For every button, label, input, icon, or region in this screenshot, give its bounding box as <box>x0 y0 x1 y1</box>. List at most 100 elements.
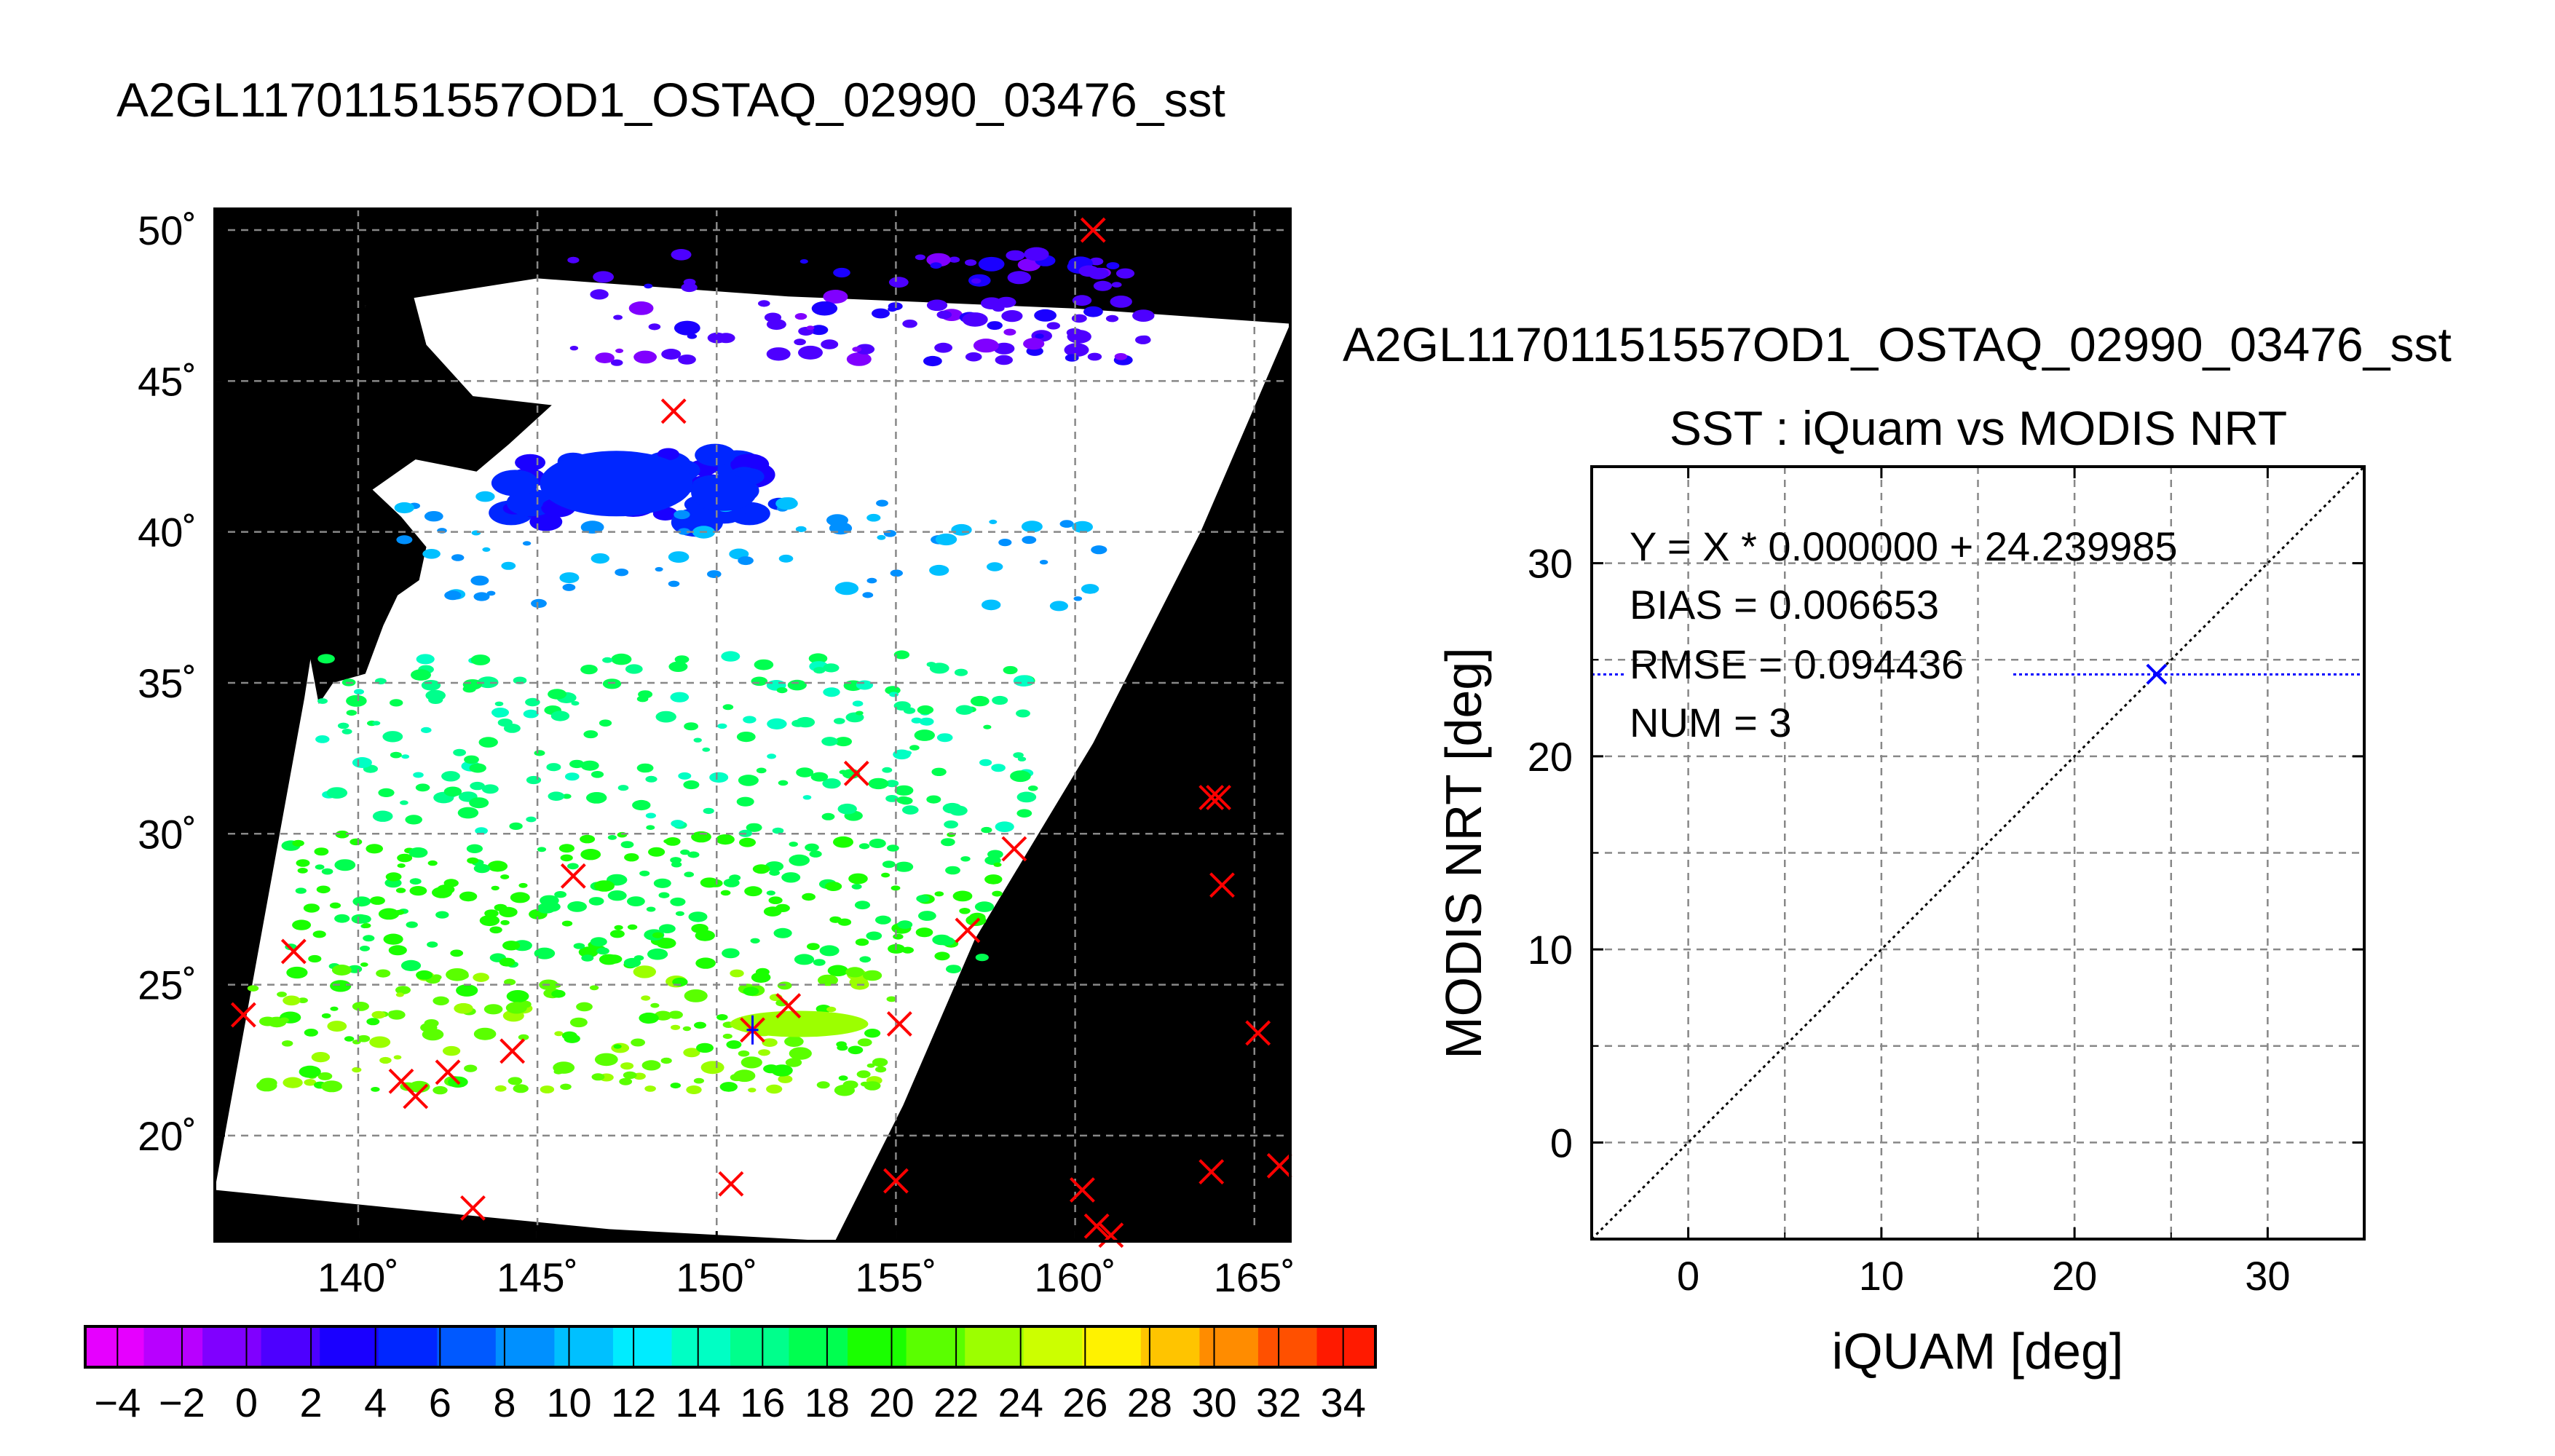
sst-patch <box>625 664 643 674</box>
sst-patch <box>1046 322 1061 330</box>
sst-patch <box>659 924 676 933</box>
sst-patch <box>494 903 508 911</box>
sst-patch <box>821 812 835 820</box>
sst-patch <box>846 352 872 366</box>
sst-patch <box>719 1082 738 1092</box>
buoy-marker <box>499 1038 526 1064</box>
colorbar-tick-label: 30 <box>1191 1380 1236 1425</box>
map-xtick-label: 155˚ <box>855 1254 936 1300</box>
colorbar-tick-label: 22 <box>933 1380 979 1425</box>
sst-patch <box>730 969 744 978</box>
sst-patch <box>321 1080 343 1093</box>
sst-patch <box>378 788 395 797</box>
sst-patch <box>968 912 986 922</box>
sst-patch <box>436 885 455 895</box>
sst-patch <box>834 582 859 596</box>
sst-patch <box>993 862 1002 867</box>
sst-patch <box>466 844 483 854</box>
colorbar-cell <box>1140 1326 1200 1367</box>
sst-patch <box>580 760 599 771</box>
sst-patch <box>394 502 414 514</box>
sst-patch <box>408 847 428 858</box>
sst-patch <box>510 892 530 903</box>
sst-patch <box>639 870 650 877</box>
sst-patch <box>888 306 897 312</box>
sst-patch <box>565 772 580 781</box>
sst-patch <box>811 301 838 316</box>
sst-patch <box>591 553 609 564</box>
sst-patch <box>726 1040 742 1049</box>
sst-patch <box>791 719 805 727</box>
sst-patch <box>401 754 410 759</box>
sst-patch <box>424 511 443 522</box>
sst-patch <box>633 965 656 978</box>
sst-patch <box>934 342 952 353</box>
sst-patch <box>537 903 556 914</box>
sst-patch <box>856 680 874 690</box>
sst-patch <box>660 1057 672 1064</box>
sst-patch <box>259 1016 277 1026</box>
sst-patch <box>789 1047 812 1060</box>
map-ytick-label: 35˚ <box>138 660 197 706</box>
sst-patch <box>576 1002 593 1012</box>
sst-patch <box>675 911 684 917</box>
sst-patch <box>561 920 573 927</box>
sst-patch <box>470 575 489 586</box>
sst-patch <box>866 1063 875 1068</box>
sst-patch <box>741 1056 762 1069</box>
sst-patch <box>671 820 684 828</box>
sst-patch <box>639 1012 659 1024</box>
sst-patch <box>952 890 973 902</box>
sst-patch <box>901 946 914 954</box>
sst-patch <box>295 887 307 894</box>
sst-patch <box>317 654 335 664</box>
sst-patch <box>911 717 923 724</box>
map-title: A2GL11701151557OD1_OSTAQ_02990_03476_sst <box>117 73 1225 127</box>
sst-patch <box>887 844 899 852</box>
map-xtick-label: 145˚ <box>497 1254 578 1300</box>
sst-patch <box>939 936 955 946</box>
sst-patch <box>866 931 882 941</box>
sst-patch <box>882 767 893 773</box>
map-xtick-label: 165˚ <box>1214 1254 1295 1300</box>
sst-patch <box>444 590 462 601</box>
sst-patch <box>299 1065 321 1078</box>
sst-patch <box>1021 521 1043 533</box>
colorbar-cell <box>143 1326 203 1367</box>
sst-patch <box>683 780 700 790</box>
sst-patch <box>1078 265 1099 277</box>
sst-patch <box>722 704 734 711</box>
colorbar-cell <box>1199 1326 1259 1367</box>
sst-patch <box>681 282 698 293</box>
sst-patch <box>868 778 889 790</box>
buoy-marker <box>1198 1159 1225 1185</box>
sst-patch <box>756 767 767 774</box>
sst-patch <box>833 836 853 848</box>
sst-patch <box>500 919 510 925</box>
sst-patch <box>959 908 971 914</box>
sst-patch <box>995 355 1014 365</box>
sst-patch <box>678 528 690 535</box>
sst-patch <box>1083 306 1103 317</box>
colorbar-cell <box>789 1326 848 1367</box>
stats-bias: BIAS = 0.006653 <box>1630 582 1939 628</box>
sst-patch <box>279 1017 289 1023</box>
buoy-marker <box>718 1171 744 1197</box>
map-ytick-label: 20˚ <box>138 1113 197 1159</box>
sst-patch <box>571 701 580 706</box>
sst-patch <box>1017 258 1041 272</box>
colorbar-cell <box>554 1326 614 1367</box>
colorbar-tick-label: −2 <box>159 1380 205 1425</box>
sst-patch <box>670 692 690 703</box>
sst-patch <box>304 1029 318 1037</box>
sst-patch <box>766 347 791 361</box>
sst-patch <box>653 878 671 888</box>
sst-patch <box>872 308 890 319</box>
sst-patch <box>877 534 886 540</box>
sst-patch <box>806 325 815 331</box>
sst-patch <box>508 493 543 513</box>
sst-patch <box>602 657 613 663</box>
sst-patch <box>331 965 352 976</box>
sst-patch <box>784 1036 804 1048</box>
sst-patch <box>316 885 331 894</box>
